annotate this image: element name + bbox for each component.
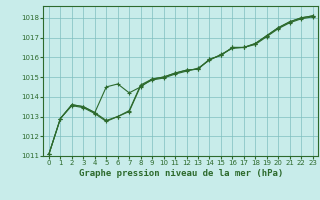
- X-axis label: Graphe pression niveau de la mer (hPa): Graphe pression niveau de la mer (hPa): [79, 169, 283, 178]
